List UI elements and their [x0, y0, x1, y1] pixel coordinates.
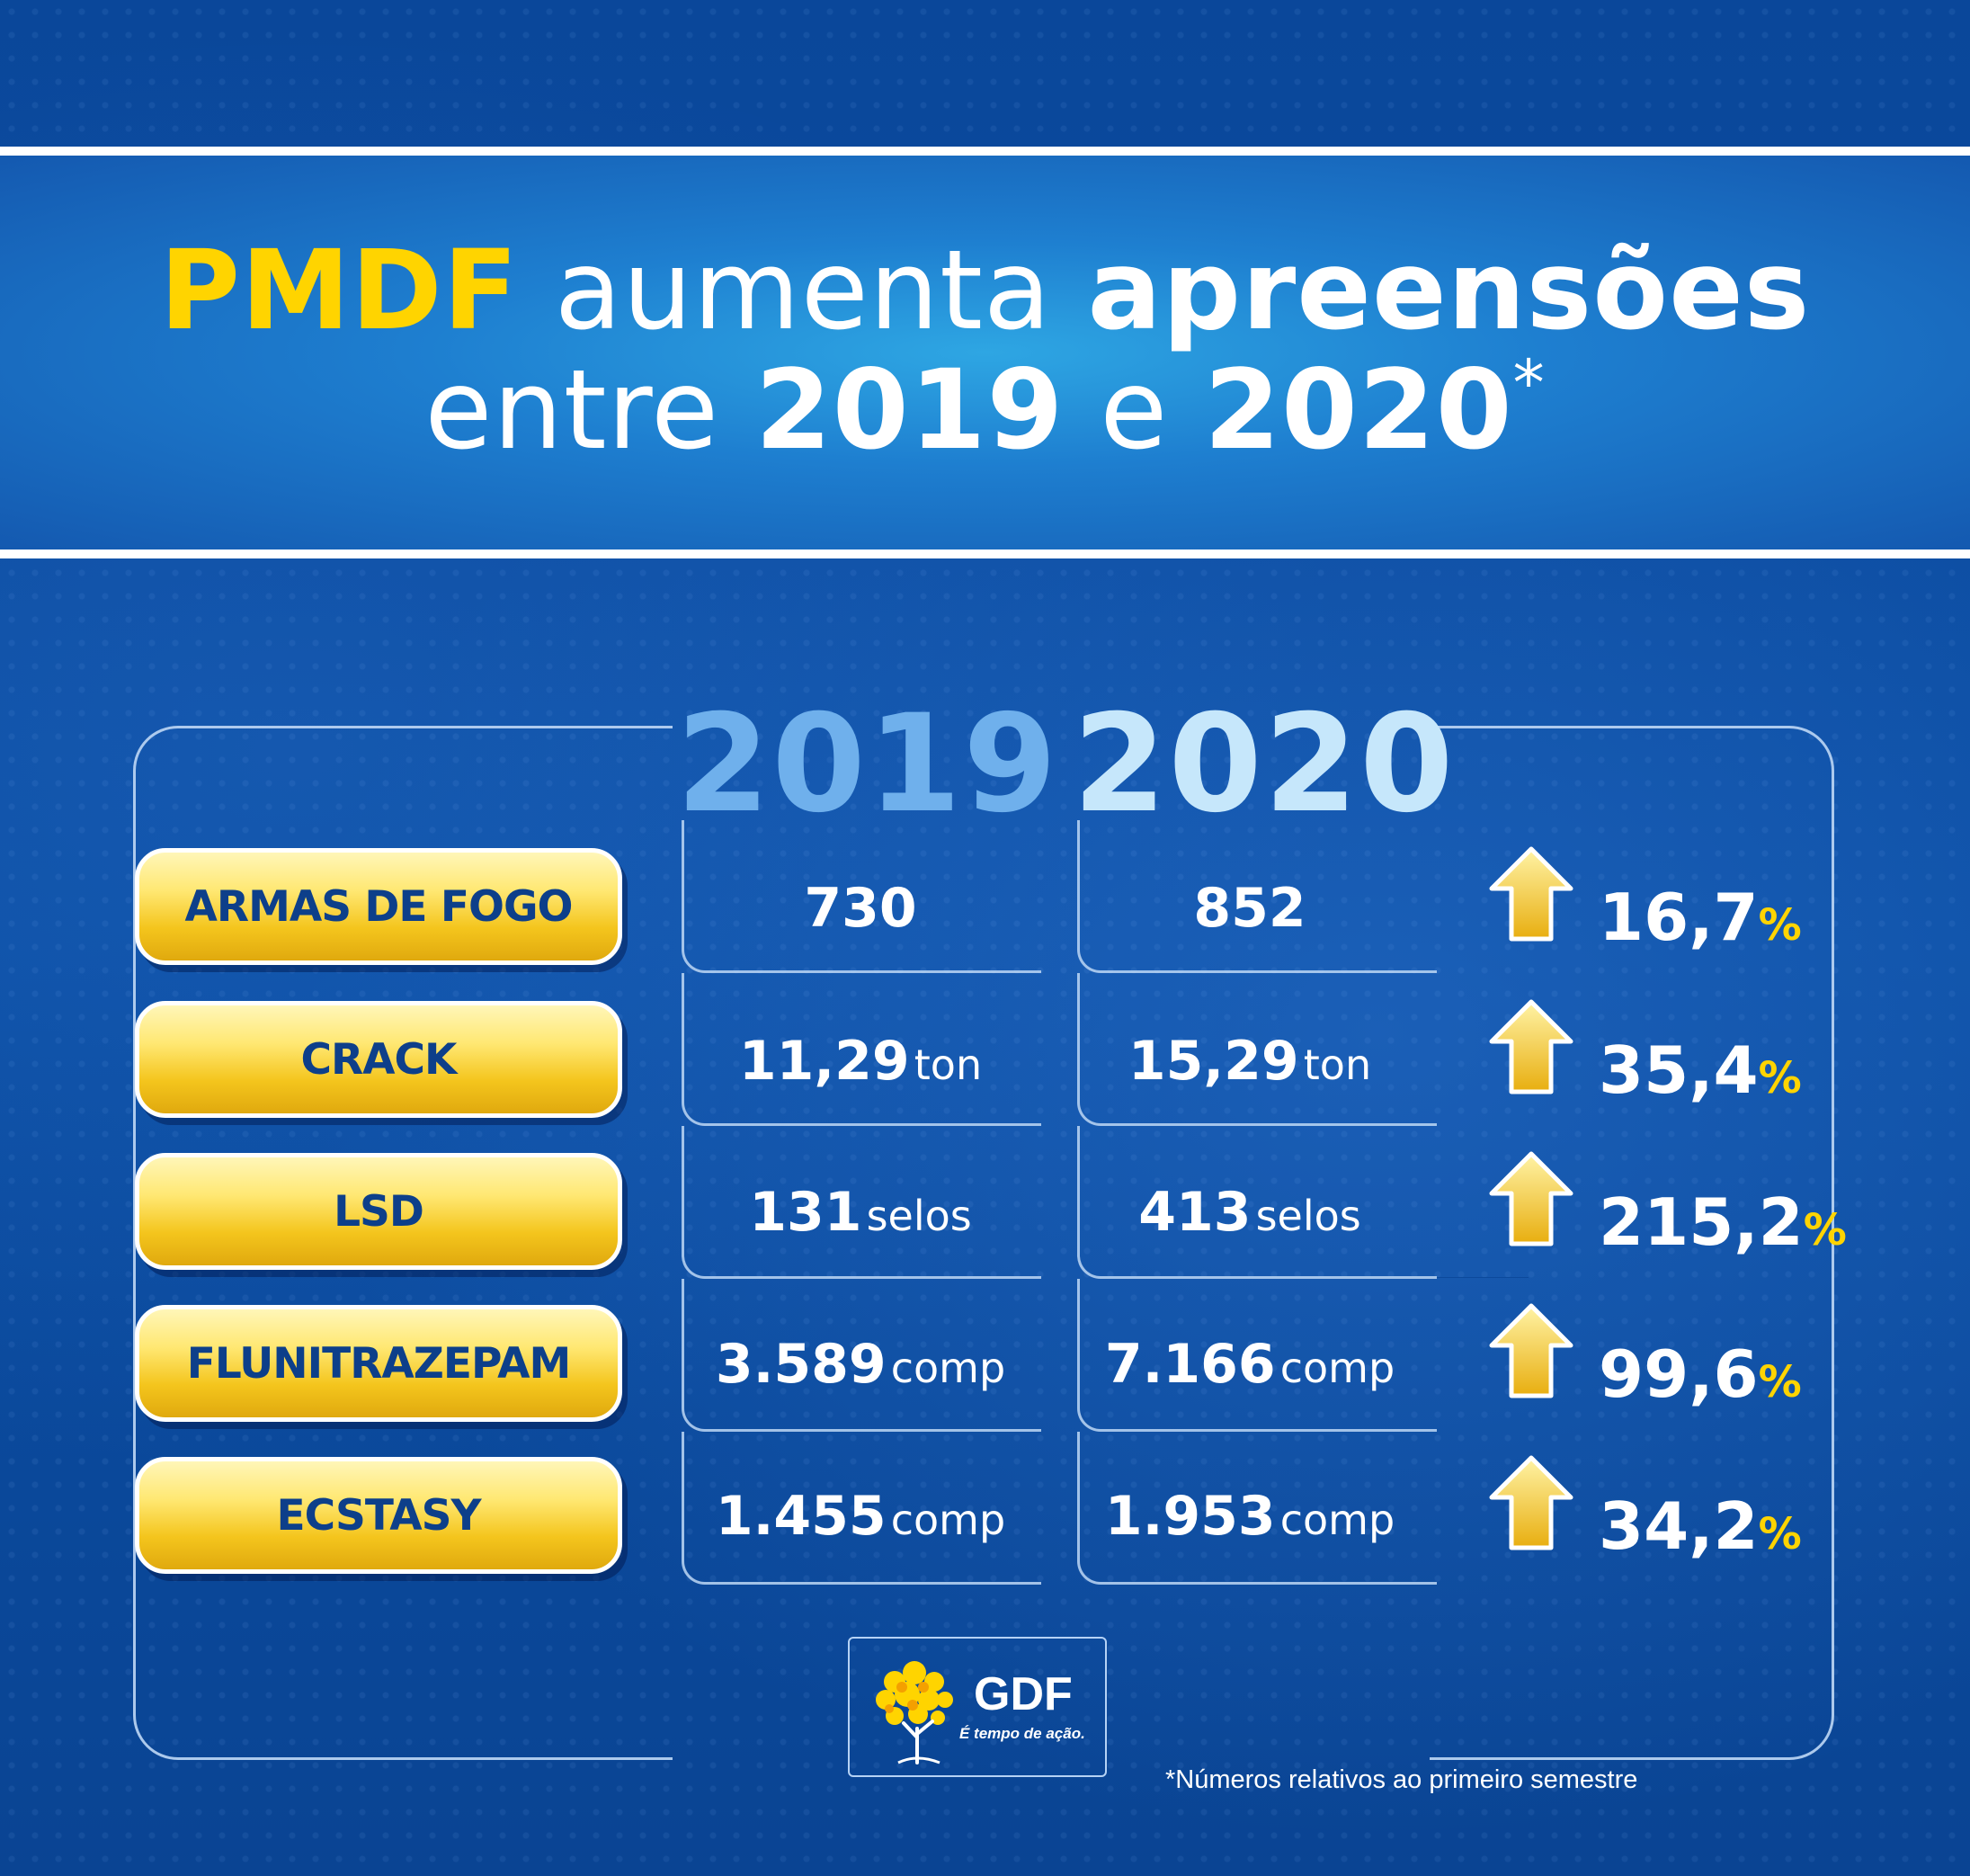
category-label-flunitrazepam: FLUNITRAZEPAM	[135, 1305, 622, 1422]
percent-crack: 35,4%	[1599, 1032, 1802, 1108]
value-2020-lsd: 413 selos	[1138, 1181, 1361, 1244]
up-arrow-icon	[1489, 1303, 1573, 1398]
up-arrow-icon	[1489, 846, 1573, 942]
column-header-2020: 2020	[1073, 686, 1456, 843]
category-label-crack: CRACK	[135, 1001, 622, 1118]
cell-frame	[682, 1432, 1041, 1585]
value-2020-flunitrazepam: 7.166 comp	[1104, 1333, 1395, 1396]
column-header-2019: 2019	[676, 686, 1059, 843]
logo-name: GDF	[974, 1668, 1073, 1720]
title-brand: PMDF	[159, 227, 519, 354]
percent-flunitrazepam: 99,6%	[1599, 1336, 1802, 1412]
value-2019-lsd: 131 selos	[749, 1181, 972, 1244]
up-arrow-icon	[1489, 999, 1573, 1094]
gdf-logo: GDF É tempo de ação.	[848, 1637, 1107, 1777]
value-2019-crack: 11,29 ton	[738, 1030, 983, 1093]
category-label-armas: ARMAS DE FOGO	[135, 848, 622, 965]
value-2019-ecstasy: 1.455 comp	[715, 1485, 1006, 1548]
cell-frame	[682, 1126, 1041, 1279]
cell-frame	[682, 973, 1041, 1126]
percent-ecstasy: 34,2%	[1599, 1488, 1802, 1564]
category-label-lsd: LSD	[135, 1153, 622, 1270]
cell-frame	[1077, 1432, 1437, 1585]
value-2019-armas: 730	[804, 877, 917, 940]
value-2019-flunitrazepam: 3.589 comp	[715, 1333, 1006, 1396]
cell-frame	[1077, 1126, 1437, 1279]
cell-frame	[682, 1279, 1041, 1432]
up-arrow-icon	[1489, 1151, 1573, 1246]
cell-frame	[1077, 1279, 1437, 1432]
title-line-2: entre 2019 e 2020*	[424, 346, 1546, 474]
value-2020-armas: 852	[1193, 877, 1306, 940]
logo-slogan: É tempo de ação.	[959, 1725, 1085, 1742]
ipe-tree-icon	[876, 1661, 953, 1764]
up-arrow-icon	[1489, 1455, 1573, 1550]
percent-lsd: 215,2%	[1599, 1184, 1847, 1260]
value-2020-ecstasy: 1.953 comp	[1104, 1485, 1395, 1548]
footnote: *Números relativos ao primeiro semestre	[1165, 1765, 1638, 1794]
category-label-ecstasy: ECSTASY	[135, 1457, 622, 1574]
percent-armas: 16,7%	[1599, 880, 1802, 955]
table-frame-left	[133, 726, 673, 1760]
title-line-1: PMDF aumenta apreensões	[159, 227, 1811, 354]
title-banner	[0, 147, 1970, 558]
table-frame-right	[1430, 726, 1834, 1760]
cell-frame	[1077, 820, 1437, 973]
cell-frame	[1077, 973, 1437, 1126]
cell-frame	[682, 820, 1041, 973]
value-2020-crack: 15,29 ton	[1128, 1030, 1372, 1093]
